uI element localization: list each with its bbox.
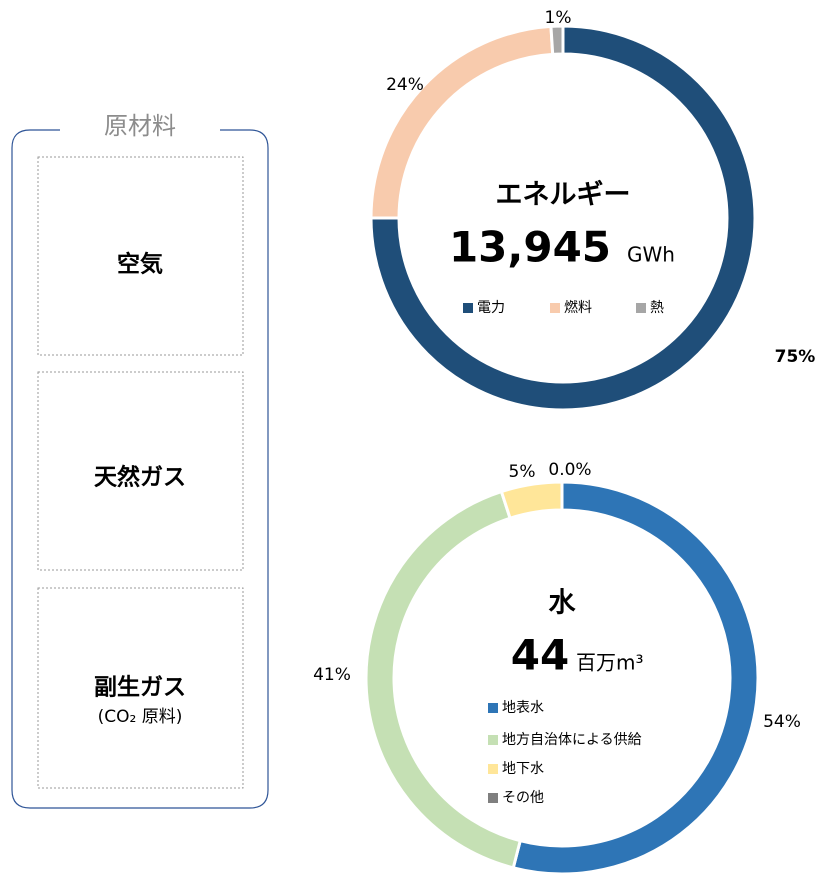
legend-label: 電力 <box>477 300 505 316</box>
material-label: 天然ガス <box>94 464 186 491</box>
material-label: 副生ガス <box>94 675 186 701</box>
panel-border <box>11 129 269 809</box>
donut-segment <box>364 489 523 870</box>
chart-title: エネルギー <box>496 180 631 211</box>
legend-swatch <box>636 303 646 313</box>
value-label: 1% <box>545 8 572 28</box>
donut-segment <box>511 480 760 875</box>
donut-segment <box>499 480 564 521</box>
panel-title: 原材料 <box>104 112 176 140</box>
legend-label: その他 <box>502 790 544 806</box>
legend-swatch <box>488 735 498 745</box>
chart-unit: 百万m³ <box>576 651 644 675</box>
donut-segment <box>549 24 565 56</box>
value-label: 41% <box>313 665 351 685</box>
value-label: 5% <box>509 462 536 482</box>
material-label: 空気 <box>117 251 163 278</box>
chart-unit: GWh <box>627 243 675 267</box>
value-label: 54% <box>763 712 801 732</box>
chart-title: 水 <box>549 588 577 619</box>
legend-swatch <box>550 303 560 313</box>
donut-segment <box>369 24 757 412</box>
material-box <box>37 371 244 571</box>
legend-swatch <box>488 793 498 803</box>
legend-swatch <box>463 303 473 313</box>
value-label: 24% <box>386 75 424 95</box>
chart-total: 44 <box>511 631 569 680</box>
chart-total: 13,945 <box>449 223 611 272</box>
legend-label: 地方自治体による供給 <box>502 732 642 748</box>
material-box <box>37 156 244 356</box>
legend-swatch <box>488 764 498 774</box>
value-label: 0.0% <box>548 460 591 480</box>
material-note: (CO₂ 原料) <box>98 707 183 727</box>
legend-label: 燃料 <box>564 299 592 316</box>
legend-label: 地表水 <box>502 700 544 716</box>
material-box <box>37 587 244 789</box>
legend-label: 地下水 <box>502 761 544 777</box>
legend-label: 熱 <box>650 300 664 316</box>
value-label: 75% <box>775 347 816 367</box>
legend-swatch <box>488 703 498 713</box>
